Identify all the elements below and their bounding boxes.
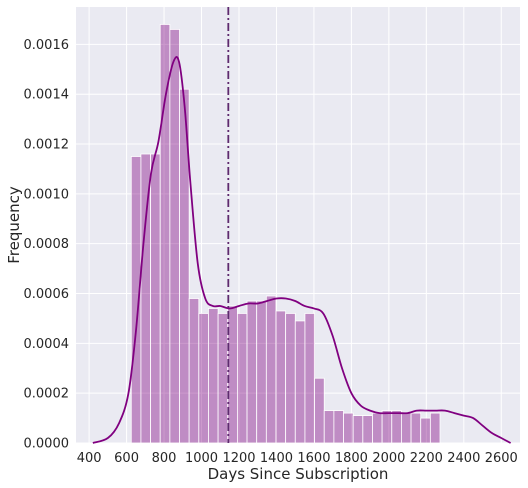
histogram-bar [362,415,373,444]
kde-curve [92,56,512,444]
x-tick-label: 400 [77,451,102,466]
histogram-bar [198,313,209,444]
x-tick-label: 2200 [410,451,443,466]
histogram-bar [275,310,287,444]
histogram-bar [227,305,238,444]
y-tick-label: 0.0008 [24,237,70,252]
histogram-bar [410,412,422,444]
x-tick-label: 600 [114,451,139,466]
histogram-bar [372,412,383,444]
x-tick-label: 1200 [222,451,255,466]
y-tick-label: 0.0010 [24,187,70,202]
y-axis-label: Frequency [5,186,23,264]
histogram-bar [208,308,219,444]
histogram-bar [391,410,402,444]
histogram-bar [323,410,335,444]
x-tick-label: 2000 [372,451,405,466]
histogram-bar [352,415,364,444]
histogram-bar [343,412,354,444]
histogram-bar [304,313,315,444]
histogram-bar [314,377,325,444]
x-tick-label: 1600 [297,451,330,466]
histogram-bar [246,300,258,444]
y-tick-label: 0.0014 [24,88,70,103]
x-tick-label: 1800 [335,451,368,466]
x-tick-labels: 400 600 800 1000 1200 1400 1600 1800 2000 2200 240… [77,451,518,466]
histogram-bar [236,313,248,444]
histogram-bar [420,417,431,444]
histogram-bar [159,24,171,444]
histogram-bar [150,153,161,444]
histogram-bar [333,410,344,444]
histogram-bar [179,88,190,444]
y-tick-label: 0.0000 [24,437,70,452]
y-tick-label: 0.0006 [24,287,70,302]
grid-lines [76,7,520,444]
x-tick-label: 1400 [260,451,293,466]
histogram-bar [256,300,267,444]
y-tick-label: 0.0004 [24,337,70,352]
y-tick-label: 0.0012 [24,138,70,153]
x-tick-label: 2600 [485,451,518,466]
y-tick-label: 0.0002 [24,387,70,402]
histogram-bar [140,153,151,444]
x-tick-label: 2400 [447,451,480,466]
x-tick-label: 1000 [185,451,218,466]
histogram-bar [294,320,306,444]
histogram-bars [130,24,441,444]
histogram-bar [401,412,412,444]
y-tick-labels: 0.0000 0.0002 0.0004 0.0006 0.0008 0.0010 0.00… [24,38,70,452]
histogram-bar [285,313,296,444]
x-axis-label: Days Since Subscription [208,465,389,483]
histogram-bar [217,313,229,444]
chart-background [76,7,520,443]
histogram-bar [169,29,180,444]
x-tick-label: 800 [152,451,177,466]
histogram-bar [265,295,277,444]
histogram-bar [429,412,441,444]
y-tick-label: 0.0016 [24,38,70,53]
kde-curve-group [92,56,512,444]
histogram-bar [188,298,200,444]
histogram-bar [381,410,393,444]
